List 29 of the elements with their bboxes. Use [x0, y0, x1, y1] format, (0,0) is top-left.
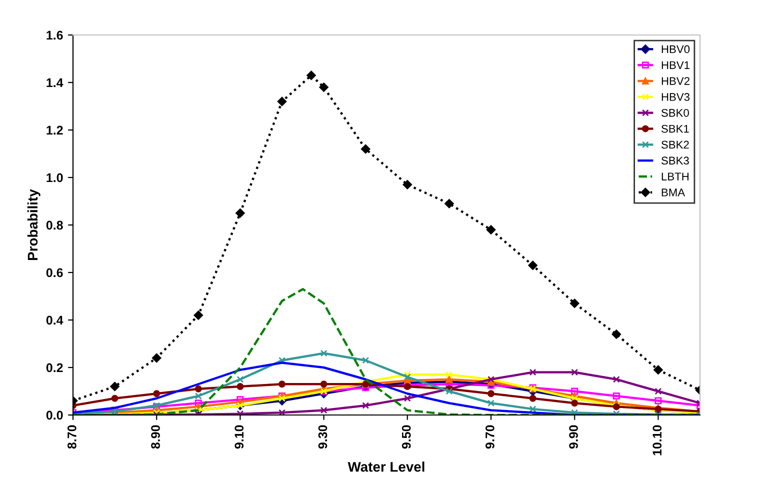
y-tick-label: 0.0	[46, 410, 63, 420]
y-tick-label: 0.8	[46, 220, 63, 230]
legend-label: SBK2	[661, 140, 689, 149]
legend-label: SBK3	[661, 156, 689, 165]
x-tick-label: 8.90	[151, 425, 160, 449]
y-tick-label: 0.4	[46, 316, 64, 325]
legend-label: HBV3	[662, 93, 690, 101]
legend-label: SBK1	[661, 124, 689, 133]
y-tick-label: 0.2	[46, 363, 63, 372]
legend-label: SBK0	[661, 108, 689, 117]
y-axis-title: Probability	[27, 189, 40, 260]
x-tick-label: 9.10	[234, 425, 244, 449]
y-tick-label: 1.2	[46, 126, 63, 135]
legend-label: HBV2	[662, 77, 690, 85]
x-tick-label: 9.70	[486, 425, 494, 449]
legend-label: HBV0	[662, 45, 690, 54]
x-axis-title: Water Level	[348, 462, 424, 472]
y-tick-label: 1.6	[46, 30, 63, 40]
x-tick-label: 9.50	[402, 425, 411, 449]
y-tick-label: 1.0	[46, 173, 63, 182]
x-tick-label: 9.90	[569, 425, 578, 449]
x-tick-label: 10.10	[652, 425, 662, 456]
x-tick-label: 8.70	[68, 425, 76, 449]
legend-label: BMA	[662, 188, 686, 196]
legend-label: HBV1	[662, 61, 690, 69]
legend-label: LBTH	[662, 172, 688, 180]
x-tick-label: 9.30	[318, 425, 328, 449]
y-tick-label: 1.4	[46, 78, 64, 88]
y-tick-label: 0.6	[46, 268, 63, 278]
